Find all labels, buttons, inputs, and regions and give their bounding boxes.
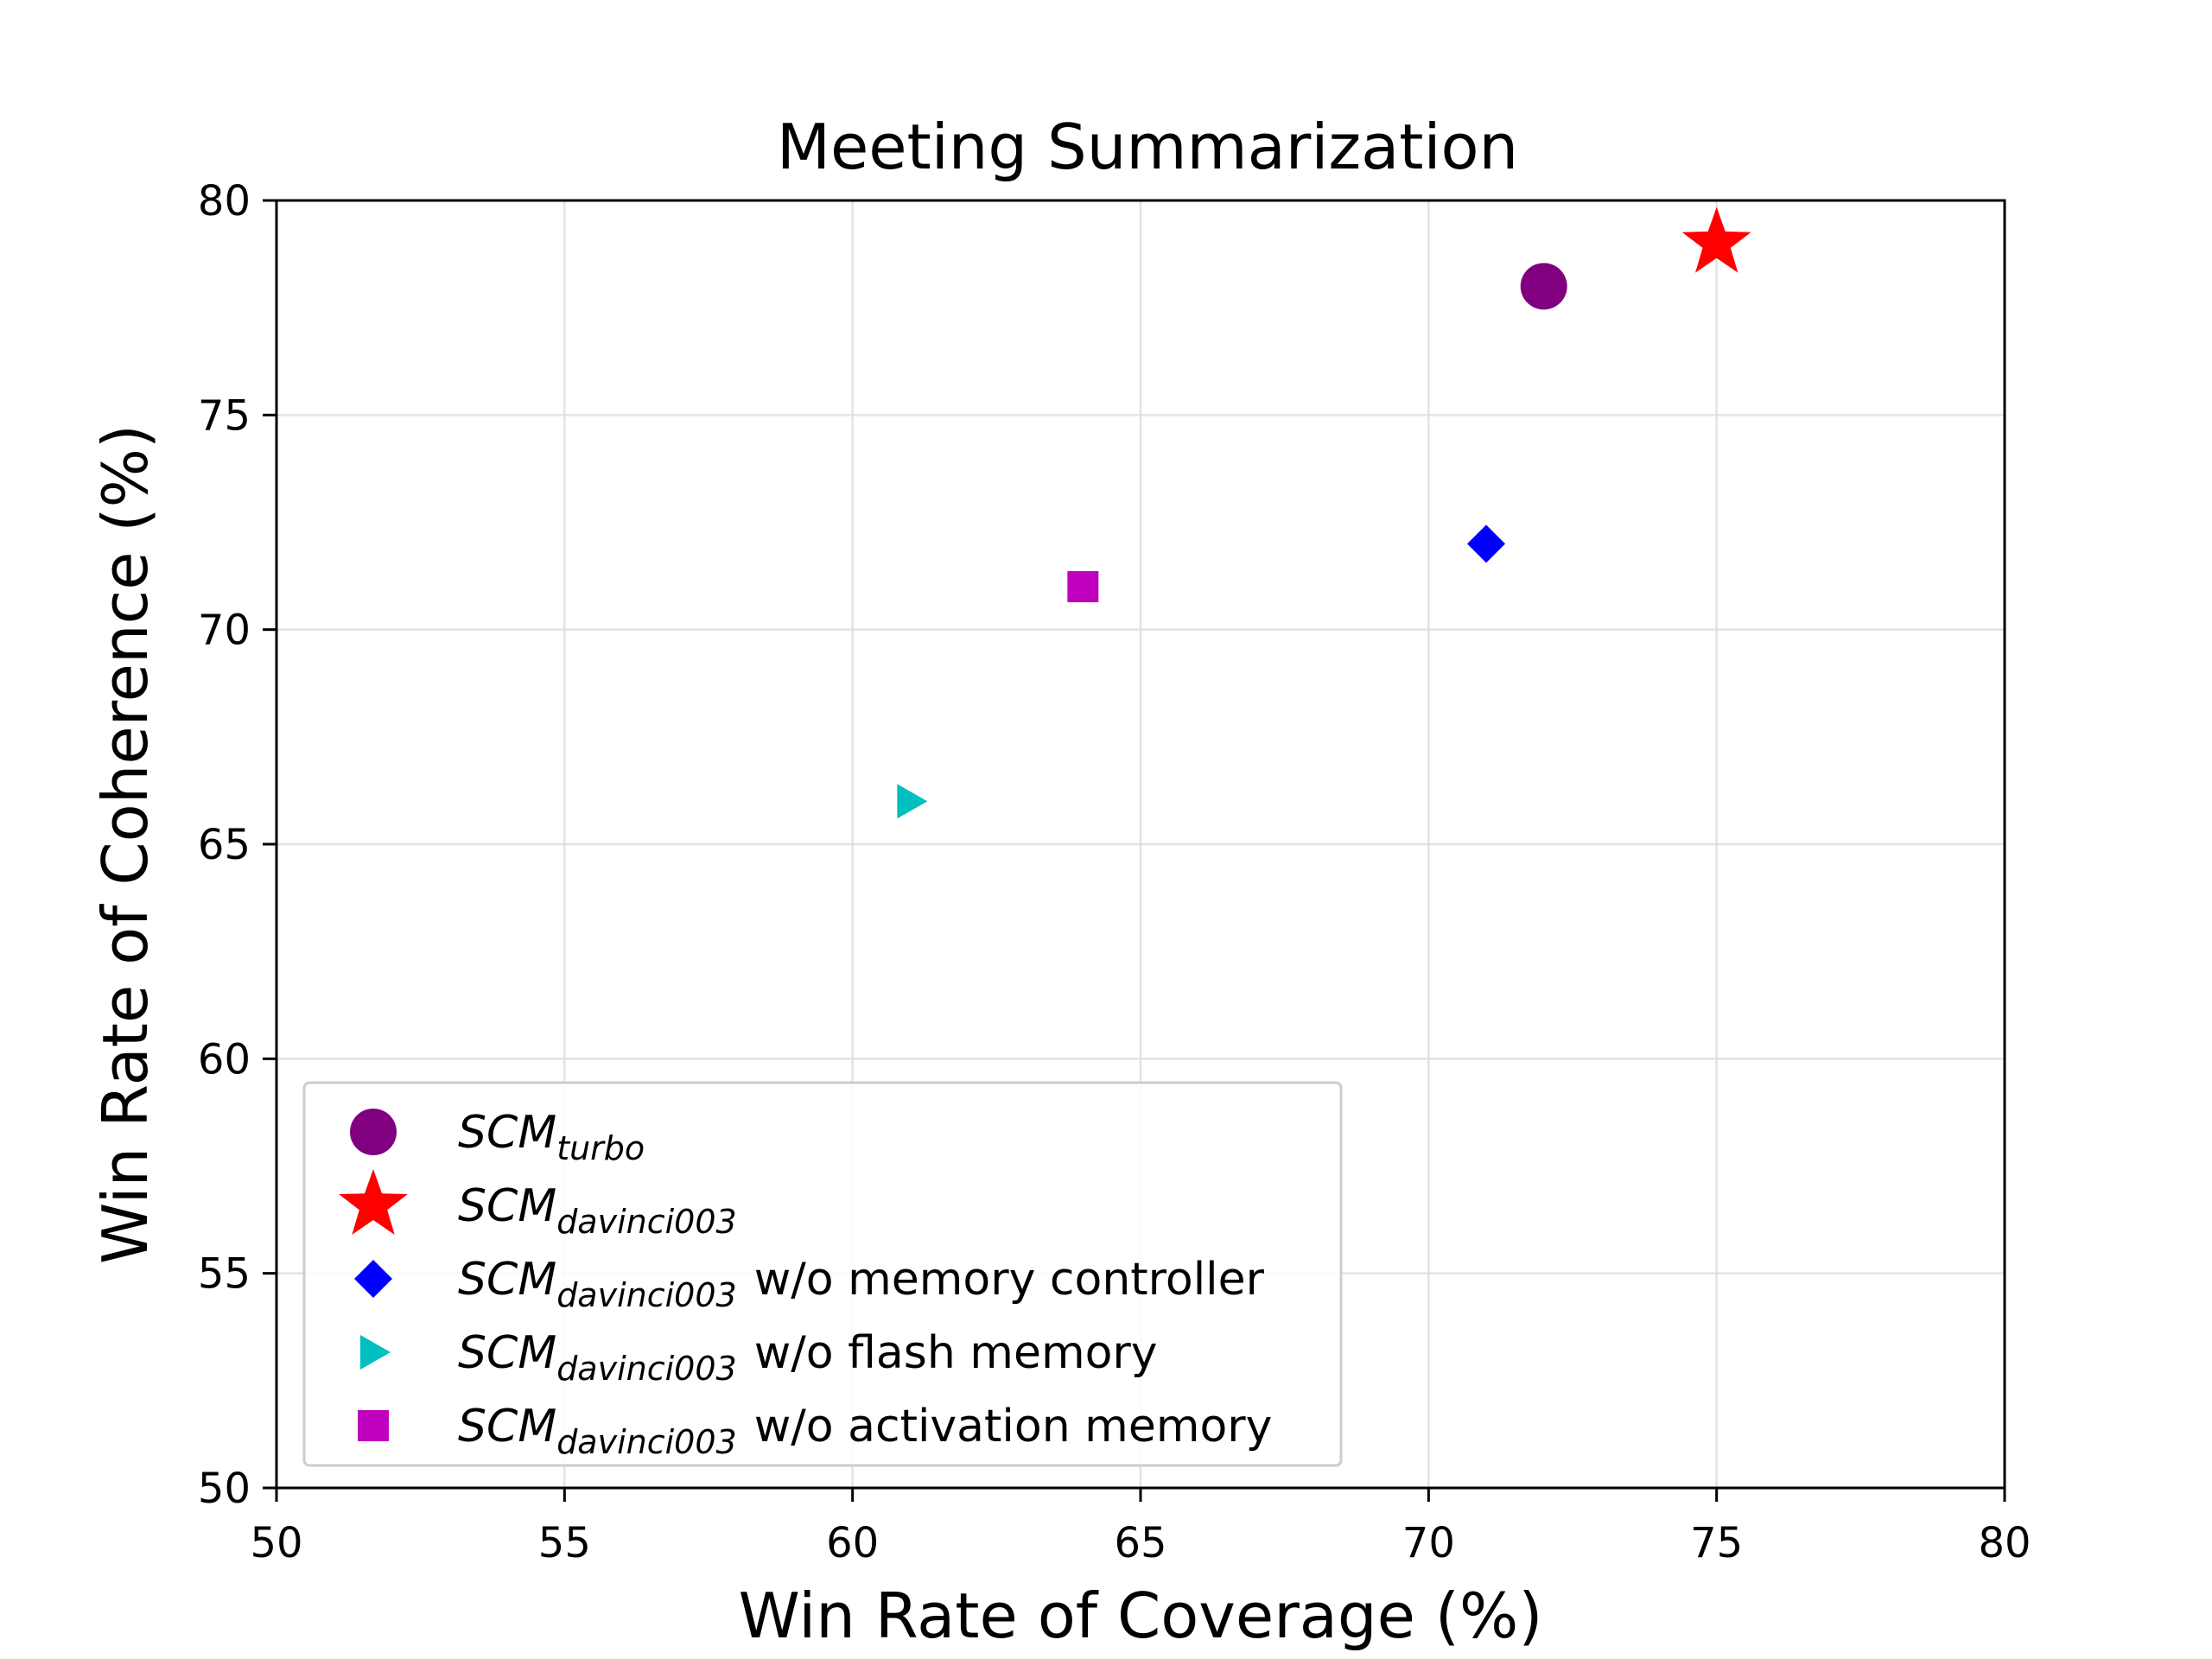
legend-box bbox=[302, 1081, 1343, 1467]
legend-entry-label: SCMturbo bbox=[458, 1107, 645, 1167]
legend-entry-label: SCMdavinci003 w/o memory controller bbox=[458, 1254, 1265, 1314]
legend-entry-label: SCMdavinci003 w/o activation memory bbox=[458, 1401, 1272, 1461]
data-point-square bbox=[1067, 571, 1099, 602]
x-tick-label: 55 bbox=[538, 1519, 591, 1567]
y-tick-label: 80 bbox=[198, 177, 251, 226]
x-tick-label: 50 bbox=[250, 1519, 302, 1567]
y-tick-label: 75 bbox=[198, 391, 251, 440]
axis-ticks: 50 55 60 65 70 75 80 50 55 60 65 70 75 80 bbox=[198, 177, 2031, 1567]
legend-marker-circle bbox=[350, 1109, 397, 1155]
y-tick-label: 70 bbox=[198, 607, 251, 655]
y-tick-label: 65 bbox=[198, 821, 251, 869]
x-tick-label: 75 bbox=[1690, 1519, 1743, 1567]
chart-title: Meeting Summarization bbox=[777, 111, 1518, 183]
x-tick-label: 60 bbox=[826, 1519, 879, 1567]
data-point-triangle-right bbox=[897, 784, 928, 819]
legend-marker-star bbox=[339, 1169, 408, 1235]
legend-marker-triangle-right bbox=[360, 1335, 391, 1370]
legend: SCMturbo SCMdavinci003 SCMdavinci003 w/o me… bbox=[302, 1081, 1343, 1467]
y-tick-label: 50 bbox=[198, 1465, 251, 1513]
legend-entry-label: SCMdavinci003 w/o flash memory bbox=[458, 1327, 1158, 1388]
y-tick-label: 60 bbox=[198, 1035, 251, 1084]
legend-marker-square bbox=[358, 1410, 389, 1441]
legend-entry-label: SCMdavinci003 bbox=[458, 1180, 737, 1241]
y-tick-label: 55 bbox=[198, 1250, 251, 1299]
data-point-star bbox=[1681, 207, 1751, 273]
x-tick-label: 80 bbox=[1978, 1519, 2031, 1567]
legend-marker-diamond bbox=[354, 1260, 392, 1298]
x-tick-label: 70 bbox=[1402, 1519, 1455, 1567]
y-axis-label: Win Rate of Coherence (%) bbox=[89, 424, 162, 1264]
x-tick-label: 65 bbox=[1114, 1519, 1166, 1567]
data-point-diamond bbox=[1467, 524, 1505, 563]
data-points bbox=[897, 207, 1751, 819]
x-axis-label: Win Rate of Coverage (%) bbox=[739, 1580, 1543, 1652]
data-point-circle bbox=[1520, 263, 1567, 310]
